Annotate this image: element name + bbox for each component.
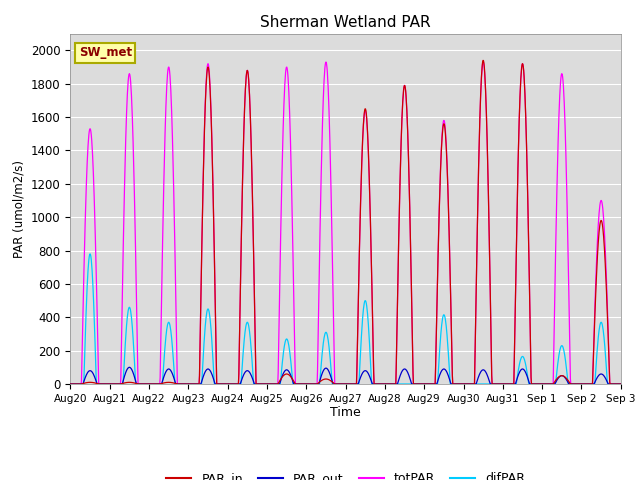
Legend: PAR_in, PAR_out, totPAR, difPAR: PAR_in, PAR_out, totPAR, difPAR (161, 468, 530, 480)
Title: Sherman Wetland PAR: Sherman Wetland PAR (260, 15, 431, 30)
Y-axis label: PAR (umol/m2/s): PAR (umol/m2/s) (12, 160, 26, 258)
Text: SW_met: SW_met (79, 47, 132, 60)
X-axis label: Time: Time (330, 407, 361, 420)
